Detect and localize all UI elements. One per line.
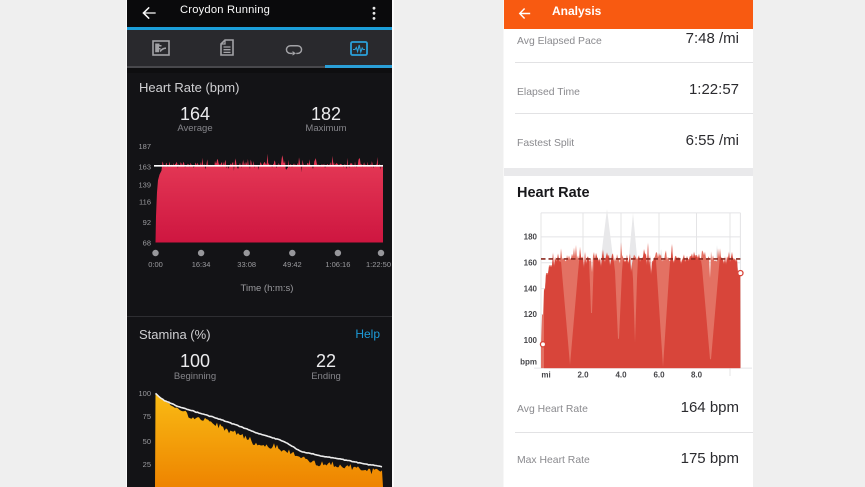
- svg-text:187: 187: [138, 142, 151, 151]
- svg-text:25: 25: [143, 460, 151, 469]
- svg-text:140: 140: [524, 284, 538, 293]
- svg-text:75: 75: [143, 412, 151, 421]
- svg-text:bpm: bpm: [520, 358, 537, 367]
- svg-text:4.0: 4.0: [615, 371, 627, 380]
- svg-text:49:42: 49:42: [283, 260, 302, 269]
- svg-text:92: 92: [143, 218, 151, 227]
- svg-text:116: 116: [139, 198, 151, 207]
- svg-text:33:08: 33:08: [237, 260, 256, 269]
- svg-text:50: 50: [143, 437, 151, 446]
- svg-text:163: 163: [138, 163, 151, 172]
- svg-text:16:34: 16:34: [192, 260, 211, 269]
- svg-text:mi: mi: [541, 371, 550, 380]
- svg-text:8.0: 8.0: [691, 371, 703, 380]
- svg-text:100: 100: [138, 389, 151, 398]
- svg-text:120: 120: [524, 310, 538, 319]
- svg-text:100: 100: [524, 336, 538, 345]
- svg-text:160: 160: [524, 259, 538, 268]
- svg-text:1:22:50: 1:22:50: [366, 260, 391, 269]
- svg-text:1:06:16: 1:06:16: [325, 260, 350, 269]
- svg-text:0:00: 0:00: [148, 260, 163, 269]
- svg-text:2.0: 2.0: [577, 371, 589, 380]
- svg-text:180: 180: [524, 233, 538, 242]
- svg-text:68: 68: [143, 238, 151, 247]
- svg-text:139: 139: [138, 180, 151, 189]
- svg-text:6.0: 6.0: [653, 371, 665, 380]
